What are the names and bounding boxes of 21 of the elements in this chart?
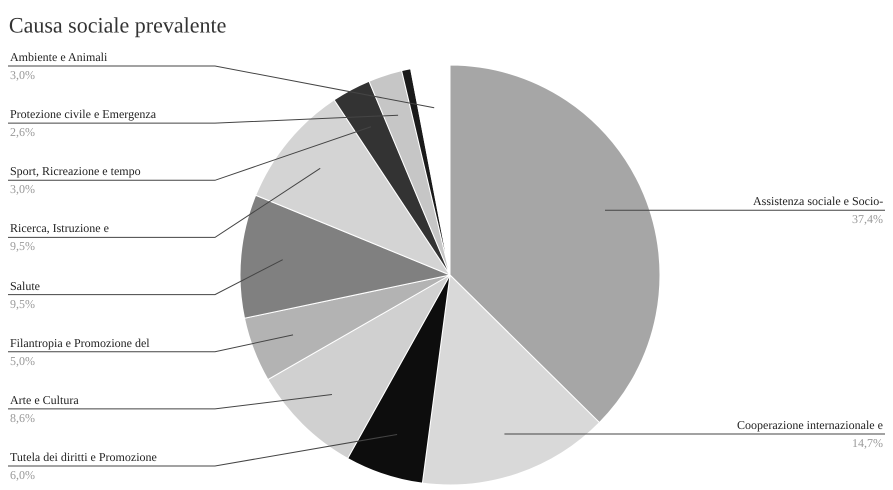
slice-label: Assistenza sociale e Socio- [753, 194, 884, 208]
data-label: 3,0% [10, 182, 35, 196]
slice-label: Arte e Cultura [10, 393, 80, 407]
slice-label: Tutela dei diritti e Promozione [10, 450, 157, 464]
slice-label: Cooperazione internazionale e [737, 418, 883, 432]
slice-label: Ricerca, Istruzione e [10, 221, 109, 235]
chart-title: Causa sociale prevalente [8, 12, 226, 38]
data-label: 9,5% [10, 239, 35, 253]
data-label: 5,0% [10, 354, 35, 368]
data-label: 3,0% [10, 68, 35, 82]
slice-label: Protezione civile e Emergenza [10, 107, 157, 121]
data-label: 8,6% [10, 411, 35, 425]
data-label: 9,5% [10, 297, 35, 311]
slice-label: Sport, Ricreazione e tempo [10, 164, 141, 178]
data-label: 37,4% [852, 212, 883, 226]
data-label: 14,7% [852, 436, 883, 450]
data-label: 2,6% [10, 125, 35, 139]
slice-label: Salute [10, 279, 40, 293]
slice-label: Ambiente e Animali [10, 50, 108, 64]
data-label: 6,0% [10, 468, 35, 482]
slice-label: Filantropia e Promozione del [10, 336, 150, 350]
